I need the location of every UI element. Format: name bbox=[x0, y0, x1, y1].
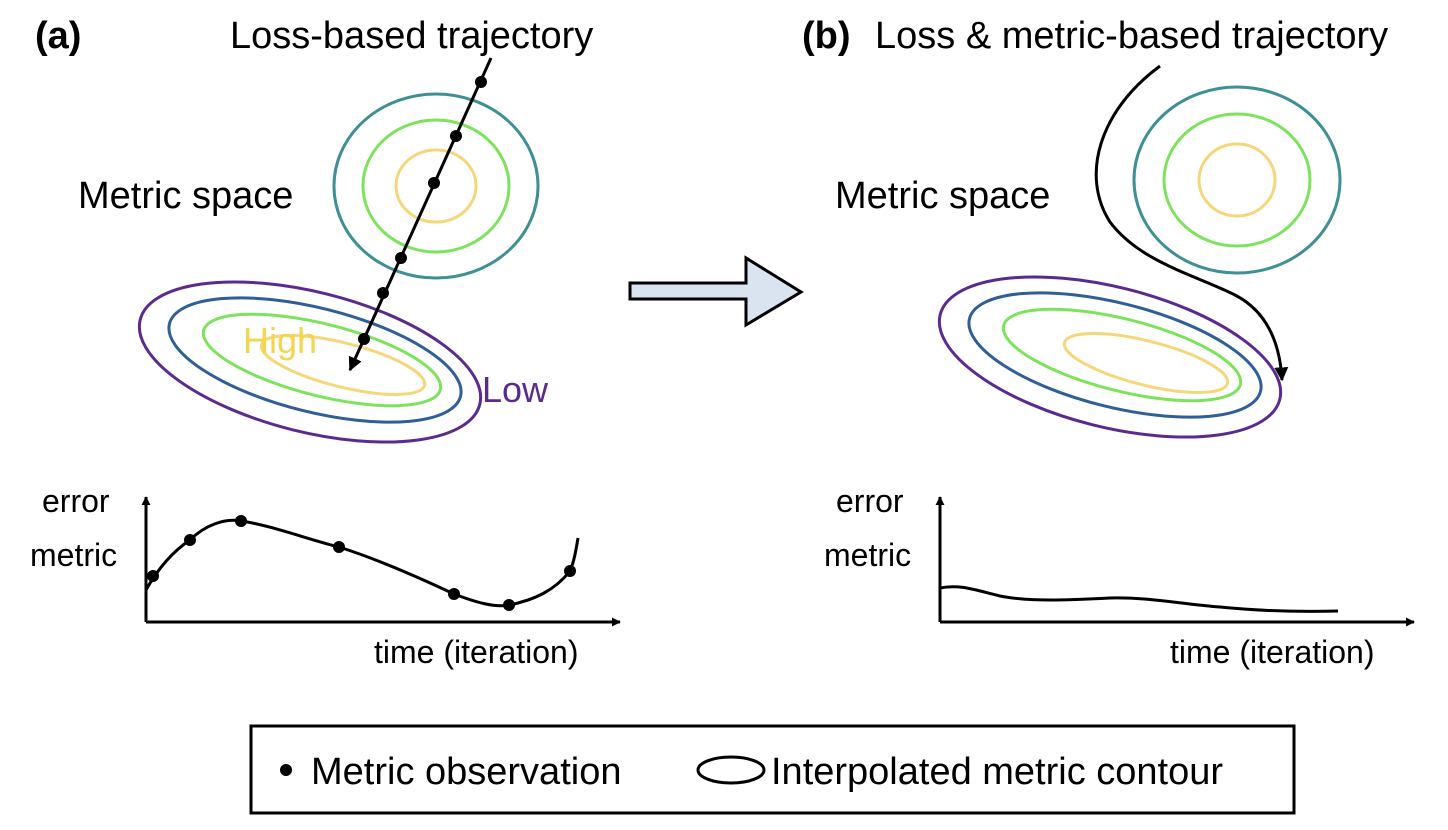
panel-b-label: (b) bbox=[802, 15, 851, 57]
observation-point bbox=[235, 515, 247, 527]
high-label: High bbox=[243, 320, 317, 361]
contour-ellipse-green bbox=[1001, 307, 1243, 403]
trajectory-point bbox=[428, 177, 440, 189]
trajectory-point bbox=[358, 333, 370, 345]
panel-a-label: (a) bbox=[35, 15, 81, 57]
contour-ring-outer bbox=[1132, 85, 1342, 275]
legend: Metric observation Interpolated metric c… bbox=[249, 724, 1296, 815]
contour-ring-middle bbox=[361, 118, 511, 254]
legend-dot-label: Metric observation bbox=[311, 751, 621, 793]
loss-trajectory bbox=[348, 57, 493, 372]
observation-point bbox=[448, 588, 460, 600]
panel-b-title: Loss & metric-based trajectory bbox=[875, 15, 1388, 57]
error-plot-b: error metric time (iteration) bbox=[824, 483, 1415, 670]
trajectory-line bbox=[348, 57, 493, 372]
circular-contour-a bbox=[332, 92, 540, 280]
error-curve-b bbox=[939, 585, 1339, 613]
transition-arrow bbox=[628, 255, 804, 328]
contour-ellipse-yellow bbox=[1062, 332, 1230, 394]
legend-contour-icon bbox=[696, 755, 766, 785]
observation-point bbox=[503, 599, 515, 611]
panel-b: (b) Loss & metric-based trajectory Metri… bbox=[802, 15, 1415, 670]
y-label-metric-b: metric bbox=[824, 537, 911, 573]
panel-a: (a) Loss-based trajectory Metric space H… bbox=[30, 15, 621, 670]
observation-point bbox=[564, 565, 576, 577]
y-label-error-a: error bbox=[42, 483, 110, 519]
error-curve-a bbox=[144, 518, 580, 608]
contour-ellipse-green bbox=[201, 312, 443, 408]
contour-ellipse-purple bbox=[937, 275, 1283, 439]
y-label-error-b: error bbox=[836, 483, 904, 519]
error-plot-a: error metric time (iteration) bbox=[30, 483, 621, 670]
contour-ellipse-blue bbox=[167, 296, 463, 424]
panel-b-metric-space-label: Metric space bbox=[835, 175, 1050, 217]
panel-a-metric-space-label: Metric space bbox=[78, 175, 293, 217]
low-label: Low bbox=[482, 369, 549, 410]
contour-ring-inner bbox=[394, 148, 478, 224]
contour-ring-inner bbox=[1197, 142, 1277, 218]
contour-ellipse-purple bbox=[137, 280, 483, 444]
contour-ellipse-yellow bbox=[259, 334, 427, 396]
legend-dot-icon bbox=[280, 764, 292, 776]
contour-ellipse-blue bbox=[967, 291, 1263, 419]
trajectory-point bbox=[395, 252, 407, 264]
y-label-metric-a: metric bbox=[30, 537, 117, 573]
trajectory-point bbox=[450, 130, 462, 142]
contour-ring-middle bbox=[1162, 112, 1312, 248]
trajectory-point bbox=[475, 76, 487, 88]
legend-box bbox=[249, 724, 1296, 815]
x-label-a: time (iteration) bbox=[374, 634, 579, 670]
contour-ring-outer bbox=[332, 92, 540, 280]
legend-contour-label: Interpolated metric contour bbox=[771, 751, 1223, 793]
elliptic-contour-b bbox=[937, 275, 1283, 439]
x-label-b: time (iteration) bbox=[1170, 634, 1375, 670]
elliptic-contour-a bbox=[137, 280, 483, 444]
observation-point bbox=[184, 534, 196, 546]
trajectory-point bbox=[377, 287, 389, 299]
circular-contour-b bbox=[1132, 85, 1342, 275]
panel-a-title: Loss-based trajectory bbox=[230, 15, 593, 57]
observation-point bbox=[333, 541, 345, 553]
metric-aware-trajectory bbox=[1094, 64, 1289, 382]
observation-point bbox=[147, 570, 159, 582]
